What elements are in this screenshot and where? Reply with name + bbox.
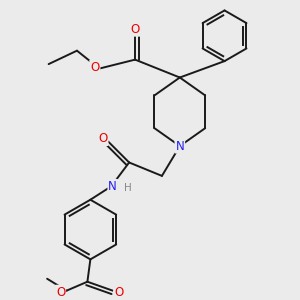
Text: O: O — [98, 132, 107, 145]
Text: O: O — [90, 61, 100, 74]
Text: O: O — [114, 286, 123, 299]
Text: O: O — [130, 23, 140, 36]
Text: H: H — [124, 183, 131, 193]
Text: N: N — [176, 140, 184, 153]
Text: N: N — [108, 180, 117, 193]
Text: O: O — [56, 286, 65, 299]
